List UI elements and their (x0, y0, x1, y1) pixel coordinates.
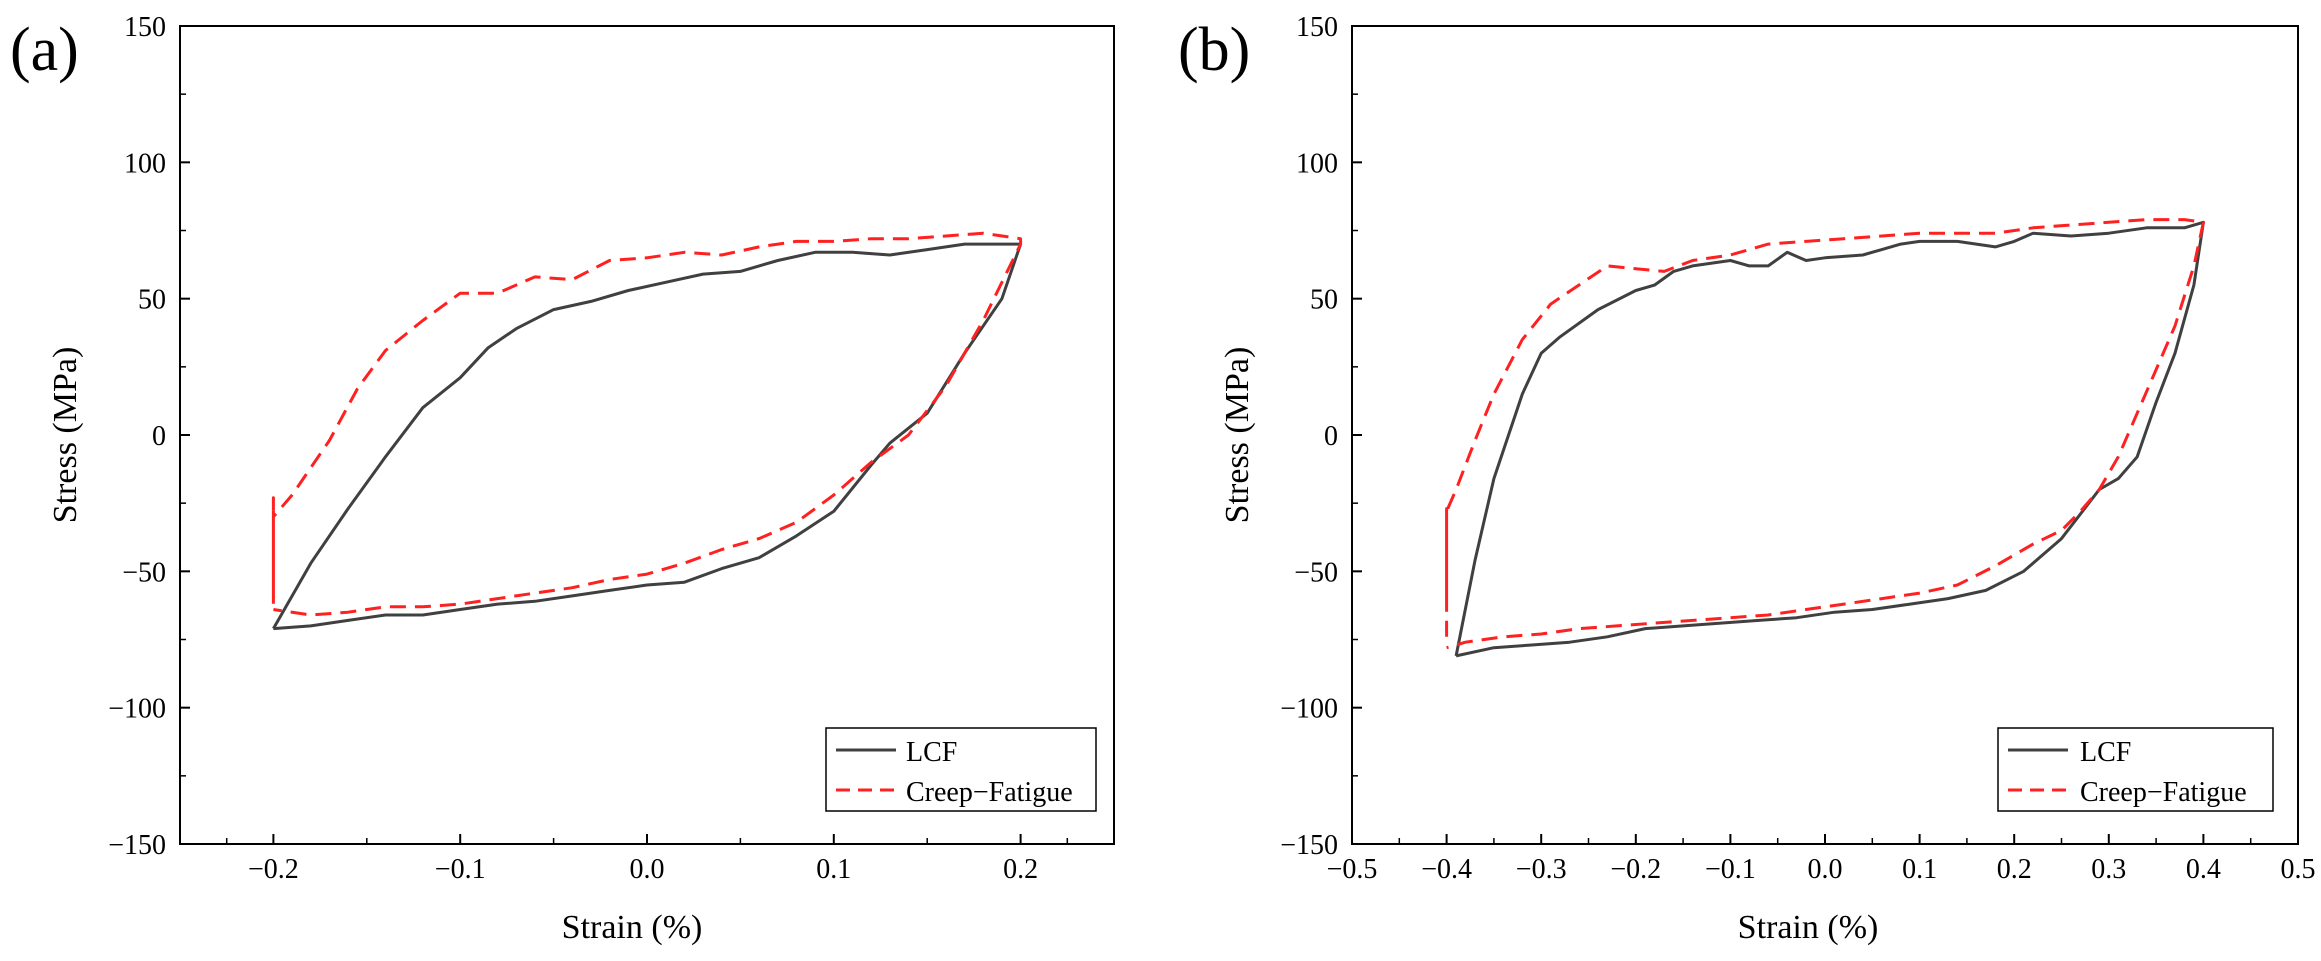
x-tick-label: 0.1 (1902, 854, 1937, 885)
y-tick-label: 50 (1310, 285, 1338, 316)
x-tick-label: 0.2 (1997, 854, 2032, 885)
y-axis-label-b: Stress (MPa) (1219, 347, 1256, 524)
y-tick-label: −150 (1280, 830, 1338, 861)
x-tick-label: −0.5 (1327, 854, 1378, 885)
x-tick-label: −0.2 (248, 854, 299, 885)
y-tick-label: 0 (1324, 421, 1338, 452)
chart-panel-a: (a) −0.2 −0.1 0.0 0.1 0.2 −150 −100 −50 0 50 100 1… (10, 12, 1115, 946)
y-tick-label: −150 (108, 830, 166, 861)
series-layer-a (271, 231, 1023, 631)
x-tick-label: 0.0 (630, 854, 665, 885)
y-tick-label: 100 (124, 148, 166, 179)
y-tick-label: −50 (1294, 557, 1338, 588)
x-tick-label: 0.1 (816, 854, 851, 885)
x-axis-label-b: Strain (%) (1738, 909, 1879, 946)
y-axis-b: −150 −100 −50 0 50 100 150 (1280, 12, 1362, 861)
x-tick-label: −0.2 (1610, 854, 1661, 885)
legend-b: LCF Creep−Fatigue (1997, 727, 2274, 812)
panel-label-a: (a) (10, 16, 79, 84)
series-line-lcf (1454, 220, 2205, 658)
x-tick-label: 0.5 (2281, 854, 2316, 885)
y-tick-label: 100 (1296, 148, 1338, 179)
series-line-creep-fatigue (271, 231, 1023, 617)
y-tick-label: 50 (138, 285, 166, 316)
x-axis-a: −0.2 −0.1 0.0 0.1 0.2 (225, 834, 1069, 885)
x-axis-b: −0.5 −0.4 −0.3 −0.2 −0.1 0.0 0.1 0.2 0.3 0.4 0.5 (1327, 834, 2316, 885)
legend-box-a (825, 727, 1097, 812)
x-tick-label: −0.4 (1421, 854, 1472, 885)
y-axis-label-a: Stress (MPa) (47, 347, 84, 524)
x-axis-label-a: Strain (%) (562, 909, 703, 946)
legend-label-creep-fatigue: Creep−Fatigue (906, 777, 1073, 808)
legend-box-b (1997, 727, 2274, 812)
series-line-creep-fatigue (1445, 218, 2205, 650)
legend-a: LCF Creep−Fatigue (825, 727, 1097, 812)
y-tick-label: −100 (1280, 694, 1338, 725)
y-tick-label: 0 (152, 421, 166, 452)
y-tick-label: −100 (108, 694, 166, 725)
panel-label-b: (b) (1178, 16, 1250, 84)
y-axis-a: −150 −100 −50 0 50 100 150 (108, 12, 190, 861)
chart-panel-b: (b) −0.5 −0.4 −0.3 −0.2 −0.1 0.0 0.1 0.2 0.3 0.4 0… (1178, 12, 2316, 946)
y-tick-label: −50 (122, 557, 166, 588)
x-tick-label: 0.2 (1003, 854, 1038, 885)
legend-label-creep-fatigue: Creep−Fatigue (2080, 777, 2247, 808)
legend-label-lcf: LCF (906, 737, 957, 768)
x-tick-label: 0.0 (1808, 854, 1843, 885)
series-layer-b (1445, 218, 2205, 658)
x-tick-label: −0.3 (1516, 854, 1567, 885)
x-tick-label: −0.1 (1705, 854, 1756, 885)
y-tick-label: 150 (124, 12, 166, 43)
x-tick-label: −0.1 (435, 854, 486, 885)
legend-label-lcf: LCF (2080, 737, 2131, 768)
x-tick-label: 0.3 (2091, 854, 2126, 885)
x-tick-label: 0.4 (2186, 854, 2221, 885)
y-tick-label: 150 (1296, 12, 1338, 43)
